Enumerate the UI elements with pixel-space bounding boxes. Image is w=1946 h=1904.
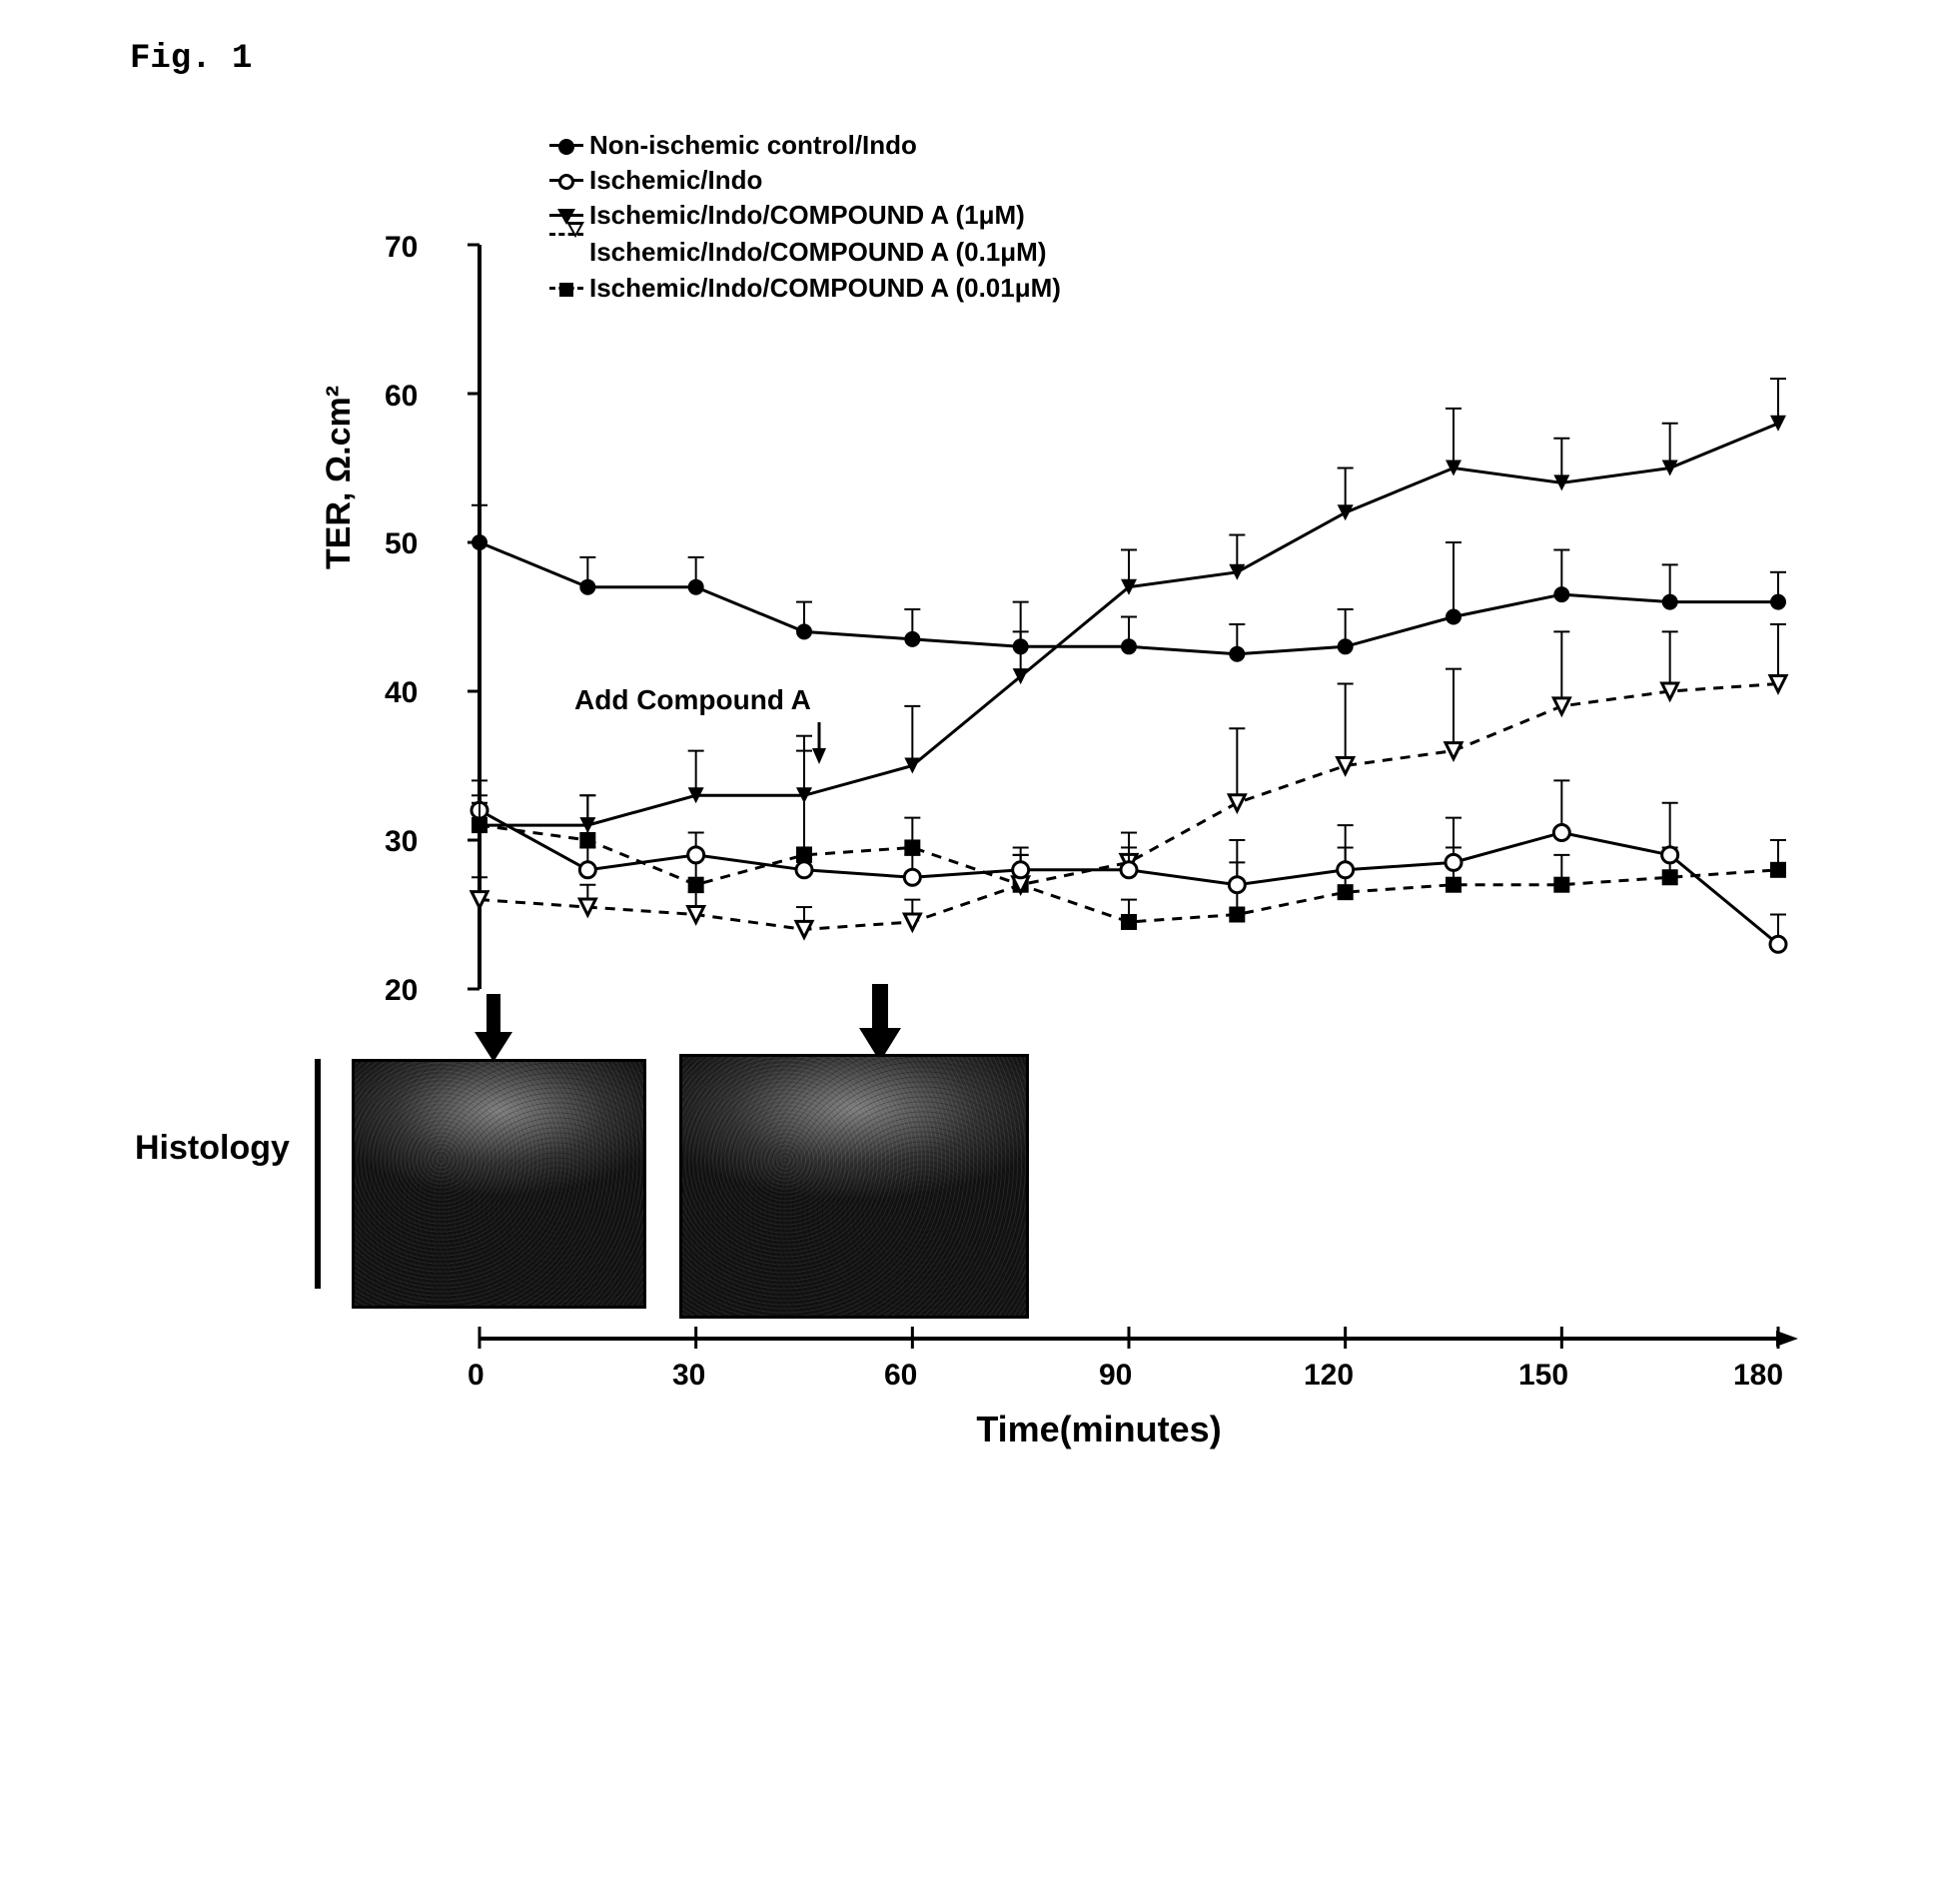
- y-tick-20: 20: [385, 974, 418, 1008]
- y-tick-40: 40: [385, 676, 418, 710]
- x-tick-90: 90: [1099, 1359, 1132, 1393]
- plot-area: [440, 120, 1838, 1019]
- histology-arrow-2-icon: [859, 984, 901, 1064]
- y-tick-70: 70: [385, 231, 418, 265]
- figure-label: Fig. 1: [130, 40, 252, 78]
- x-tick-30: 30: [672, 1359, 705, 1393]
- chart: Non-ischemic control/Indo Ischemic/Indo …: [440, 120, 1838, 1019]
- x-tick-0: 0: [468, 1359, 485, 1393]
- histology-arrow-1-icon: [475, 994, 512, 1064]
- histology-image-1: [352, 1059, 646, 1309]
- histology-bracket: [315, 1059, 321, 1289]
- x-tick-120: 120: [1304, 1359, 1354, 1393]
- y-axis-label: TER, Ω.cm²: [320, 386, 359, 569]
- y-tick-60: 60: [385, 380, 418, 414]
- x-tick-150: 150: [1518, 1359, 1568, 1393]
- histology-image-2: [679, 1054, 1029, 1319]
- add-compound-annotation: Add Compound A: [574, 684, 811, 716]
- x-axis-label: Time(minutes): [976, 1409, 1221, 1904]
- y-tick-50: 50: [385, 527, 418, 561]
- annotation-arrow-icon: [809, 722, 829, 767]
- x-tick-180: 180: [1733, 1359, 1783, 1393]
- plot-svg: [440, 120, 1838, 1019]
- x-axis: [440, 1319, 1838, 1409]
- y-tick-30: 30: [385, 825, 418, 859]
- x-tick-60: 60: [884, 1359, 917, 1393]
- histology-label: Histology: [135, 1129, 290, 1168]
